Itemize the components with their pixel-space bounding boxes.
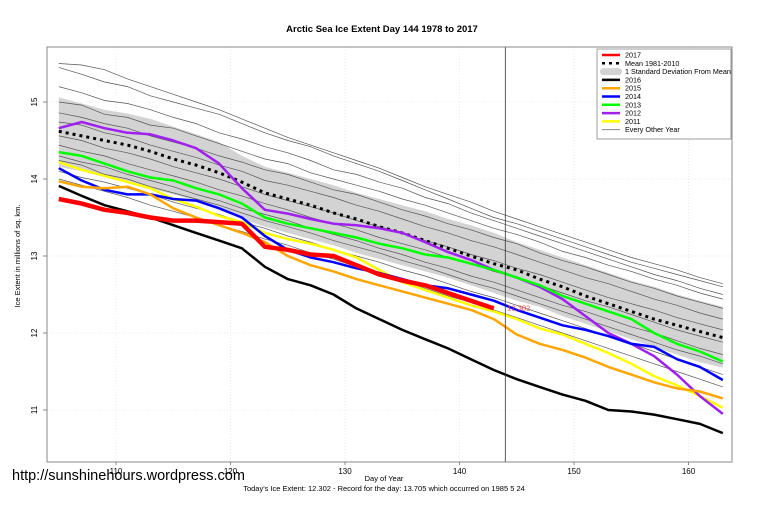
every-other-year-line xyxy=(58,112,723,309)
legend-label: Mean 1981-2010 xyxy=(625,59,679,68)
x-tick-label: 160 xyxy=(682,467,696,476)
y-axis-label: Ice Extent in millions of sq. km. xyxy=(13,205,22,308)
every-other-year-line xyxy=(58,86,723,295)
every-other-year-line xyxy=(58,155,723,355)
every-other-year-line xyxy=(58,63,723,285)
legend-label: 1 Standard Deviation From Mean xyxy=(625,67,731,76)
x-tick-label: 140 xyxy=(453,467,467,476)
series-line-2012 xyxy=(58,120,724,415)
series-line-2016 xyxy=(58,184,724,435)
std-dev-band xyxy=(58,97,723,368)
legend-label: 2015 xyxy=(625,84,641,93)
series-line-2017 xyxy=(58,196,495,311)
series-line-2013 xyxy=(58,150,724,363)
legend-label: 2011 xyxy=(625,117,640,126)
x-axis: 110 120 130 140 150 160 xyxy=(47,461,732,476)
chart-subtitle: Today's Ice Extent: 12.302 - Record for … xyxy=(243,484,525,493)
y-tick-label: 15 xyxy=(30,97,39,106)
y-tick-label: 11 xyxy=(30,405,39,414)
legend-label: 2012 xyxy=(625,109,641,118)
y-tick-label: 13 xyxy=(30,251,39,260)
y-tick-label: 12 xyxy=(30,328,39,337)
every-other-year-line xyxy=(58,144,723,343)
legend-swatch-band xyxy=(600,68,622,76)
x-tick-label: 110 xyxy=(110,467,123,476)
chart-title: Arctic Sea Ice Extent Day 144 1978 to 20… xyxy=(286,24,478,35)
every-other-year-line xyxy=(58,160,723,365)
y-axis: 11 12 13 14 15 xyxy=(30,97,47,414)
x-tick-label: 130 xyxy=(338,467,352,476)
legend-box xyxy=(596,48,732,140)
y-tick-label: 14 xyxy=(30,174,39,183)
watermark: http://sunshinehours.wordpress.com xyxy=(12,468,245,484)
legend-label: 2014 xyxy=(625,92,641,101)
legend-label: 2013 xyxy=(625,100,641,109)
every-other-year-line xyxy=(58,170,723,375)
std-dev-band-area xyxy=(58,97,723,368)
series-line-mean xyxy=(58,129,724,340)
x-axis-label: Day of Year xyxy=(365,474,404,483)
current-value-label: 12.302 xyxy=(507,303,530,312)
legend-label: 2016 xyxy=(625,75,641,84)
every-other-year-line xyxy=(58,121,723,320)
every-other-year-line xyxy=(58,67,723,288)
series-line-2015 xyxy=(58,180,724,400)
every-other-year-line xyxy=(58,101,723,300)
x-tick-label: 150 xyxy=(567,467,581,476)
x-tick-label: 120 xyxy=(224,467,238,476)
legend-label: Every Other Year xyxy=(625,125,680,134)
legend-label: 2017 xyxy=(625,51,641,60)
series-lines xyxy=(58,120,724,435)
